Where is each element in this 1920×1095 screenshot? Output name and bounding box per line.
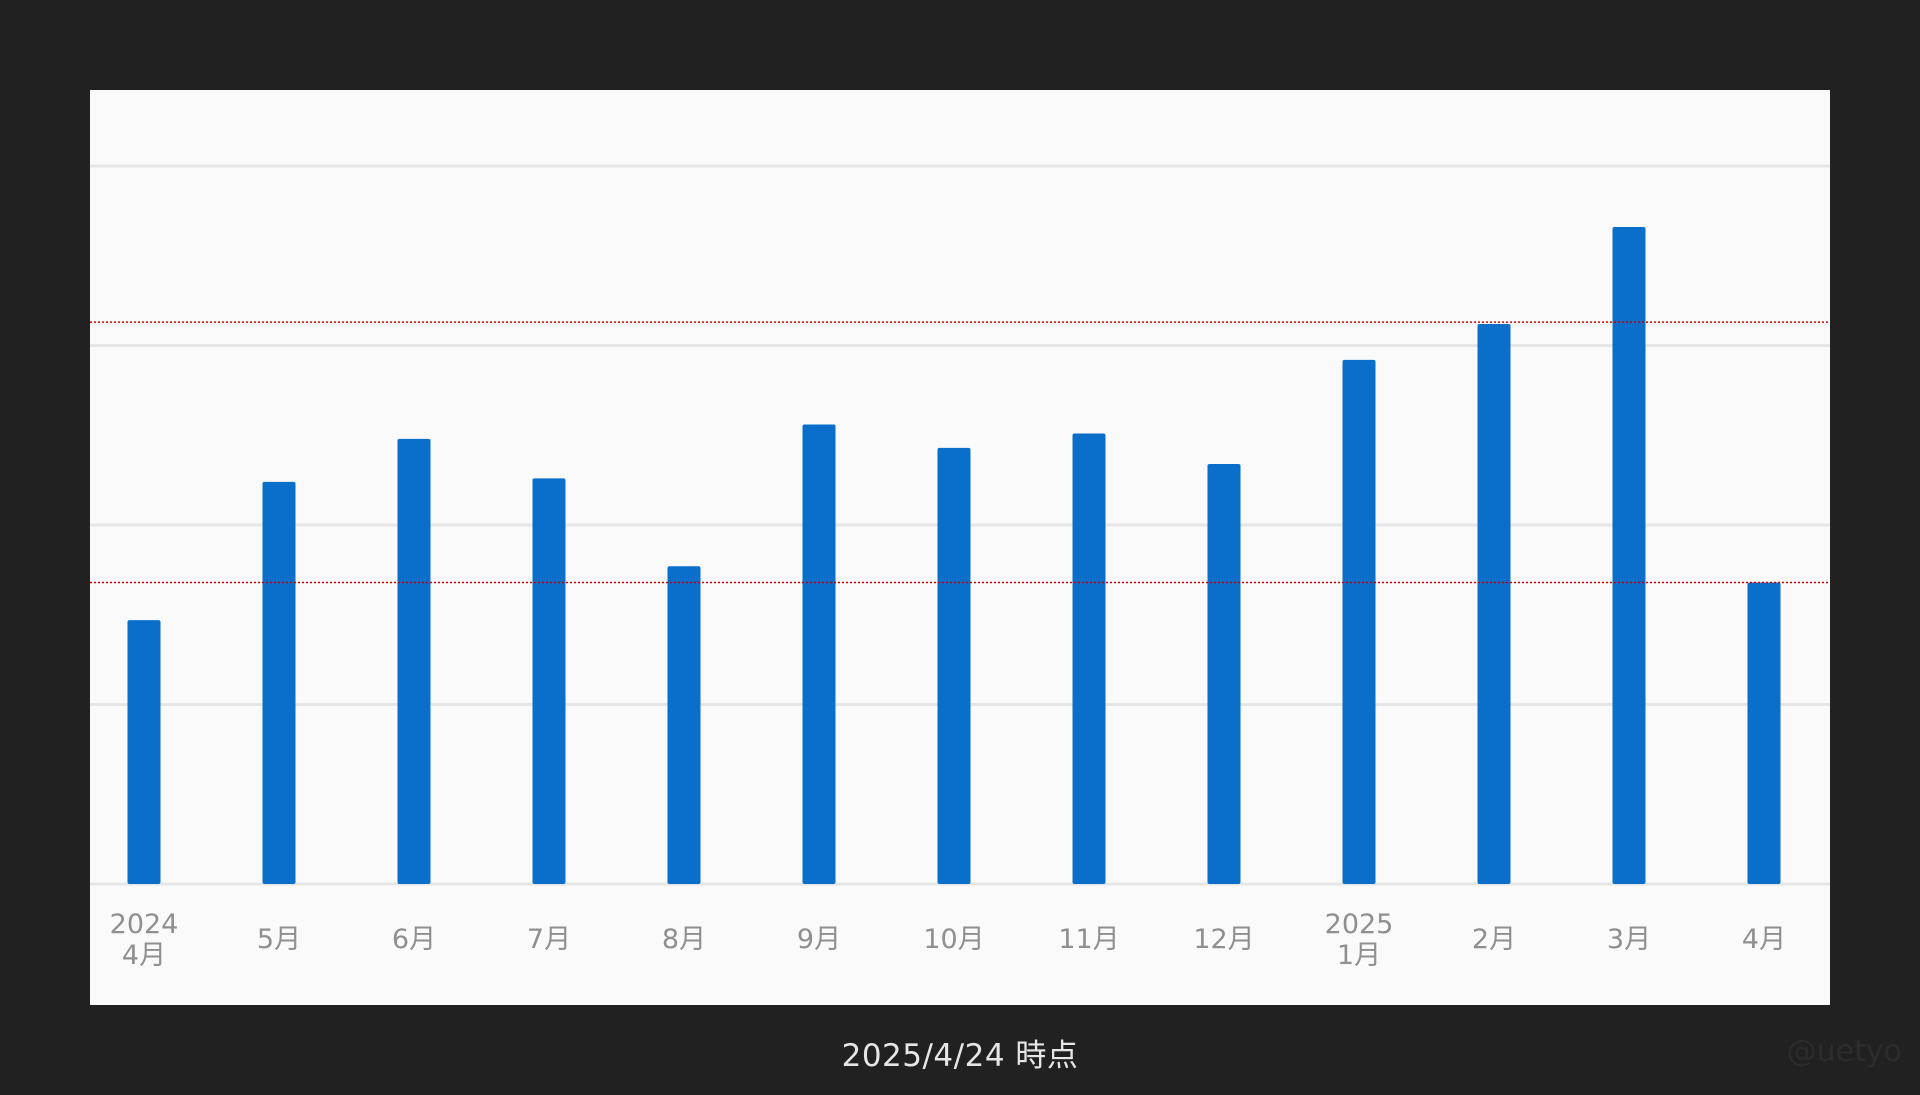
x-tick-label: 3月	[1607, 924, 1651, 955]
bar	[532, 478, 566, 884]
x-tick-label: 4月	[122, 940, 166, 971]
bar	[667, 566, 701, 884]
x-tick-label: 12月	[1193, 924, 1254, 955]
x-tick-label: 4月	[1742, 924, 1786, 955]
x-tick-label: 6月	[392, 924, 436, 955]
bar-layer	[127, 227, 1781, 884]
bar	[262, 481, 296, 884]
x-tick-label: 5月	[257, 924, 301, 955]
x-tick-label: 7月	[527, 924, 571, 955]
x-tick-label: 9月	[797, 924, 841, 955]
bar	[1342, 359, 1376, 884]
chart-panel: 2024 4月 5月 6月 7月 8月 9月 10月 11月 12月 2025 1月 2月 3月 4月	[90, 90, 1830, 1005]
bar	[397, 438, 431, 884]
bar	[802, 424, 836, 884]
x-tick-label: 10月	[923, 924, 984, 955]
x-tick-label: 11月	[1058, 924, 1119, 955]
x-tick-label: 2025	[1325, 909, 1394, 940]
bar	[1747, 582, 1781, 884]
x-tick-label: 8月	[662, 924, 706, 955]
bar	[1612, 227, 1646, 884]
bar	[1477, 323, 1511, 884]
bar	[127, 620, 161, 884]
chart-caption: 2025/4/24 時点	[841, 1038, 1079, 1074]
bar	[1207, 463, 1241, 884]
bar	[1072, 433, 1106, 884]
x-tick-label: 2024	[110, 909, 179, 940]
reference-line-layer	[90, 321, 1830, 584]
watermark: @uetyo	[1786, 1034, 1902, 1069]
bar	[937, 447, 971, 884]
x-tick-label: 1月	[1337, 940, 1381, 971]
x-tick-label: 2月	[1472, 924, 1516, 955]
